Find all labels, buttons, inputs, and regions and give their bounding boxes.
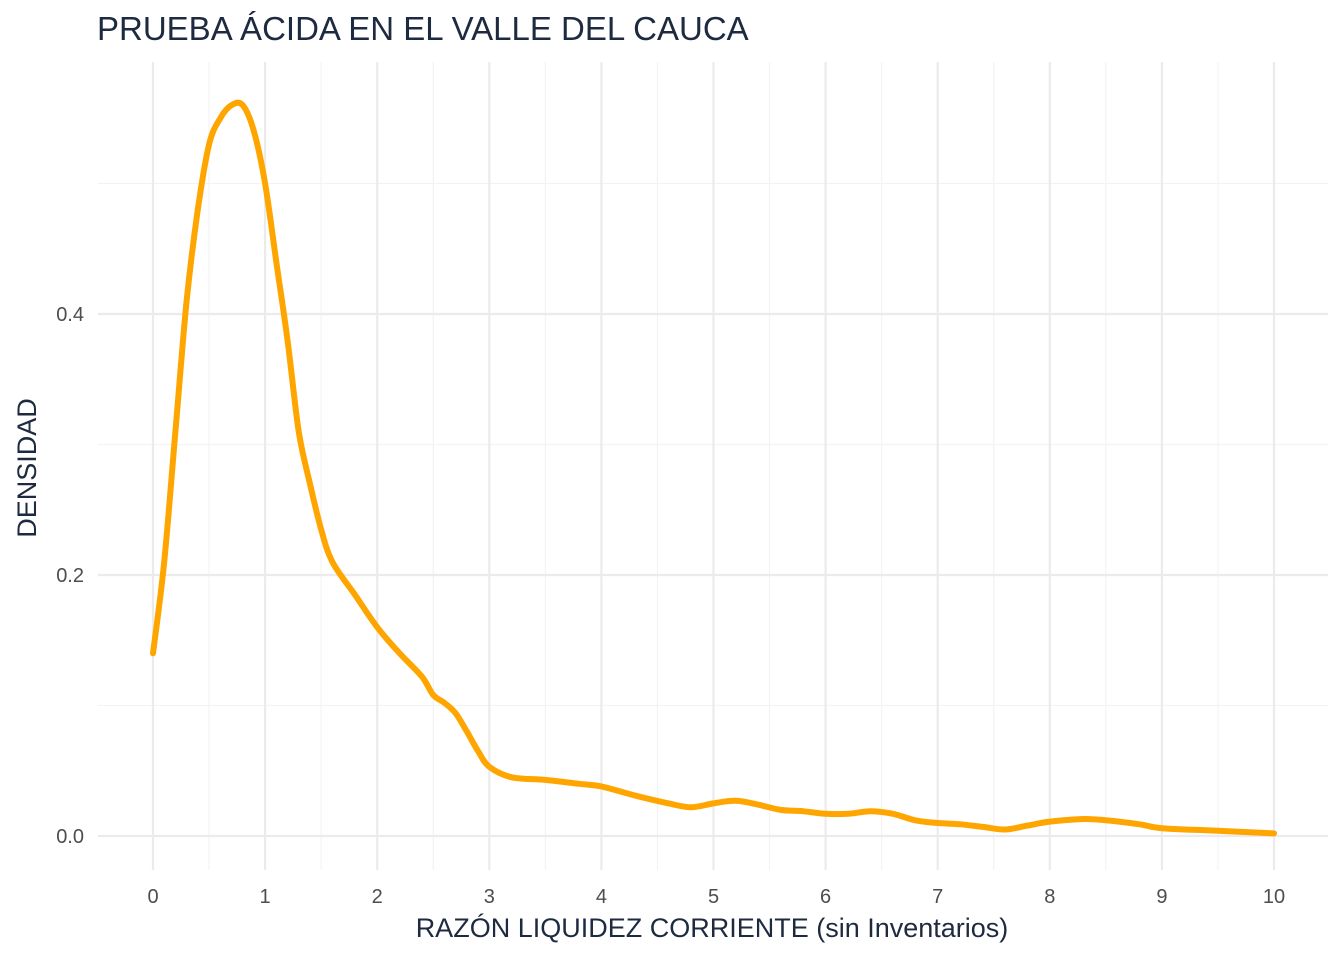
x-tick-label: 0 [147,886,158,908]
y-tick-label: 0.2 [56,565,84,587]
density-curve [150,99,1277,837]
x-tick-label: 5 [708,886,719,908]
x-tick-label: 7 [932,886,943,908]
plot-grid [98,62,1328,870]
x-tick-label: 10 [1263,886,1285,908]
y-axis-title: DENSIDAD [12,398,42,538]
x-tick-label: 3 [484,886,495,908]
x-axis-title: RAZÓN LIQUIDEZ CORRIENTE (sin Inventario… [416,912,1009,943]
x-tick-label: 1 [260,886,271,908]
x-tick-label: 9 [1156,886,1167,908]
x-tick-label: 6 [820,886,831,908]
chart-title: PRUEBA ÁCIDA EN EL VALLE DEL CAUCA [97,10,749,47]
y-tick-label: 0.0 [56,826,84,848]
x-tick-label: 8 [1044,886,1055,908]
axis-ticks: 0 1 2 3 4 5 6 7 8 9 10 0.0 0.2 0.4 [56,304,1285,908]
x-tick-label: 4 [596,886,607,908]
x-tick-label: 2 [372,886,383,908]
y-tick-label: 0.4 [56,304,84,326]
